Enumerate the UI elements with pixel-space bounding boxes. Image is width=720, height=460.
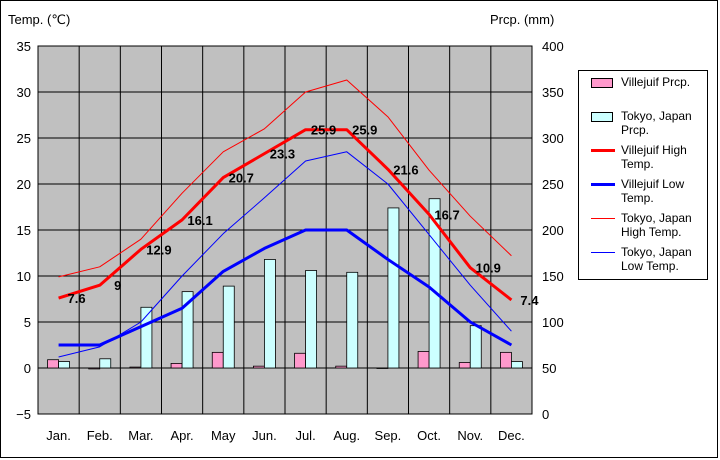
category-label: Jun.	[252, 428, 277, 443]
bar-tokyo-prcp	[222, 285, 235, 369]
legend-label: Tokyo, Japan Low Temp.	[621, 245, 692, 273]
right-tick-label: 50	[542, 361, 556, 376]
left-tick-label: 30	[17, 85, 31, 100]
line-tokyo-japan-low-temp	[58, 151, 512, 358]
bar-villejuif-prcp	[294, 352, 306, 369]
data-label: 7.6	[68, 291, 86, 306]
data-label: 10.9	[476, 261, 501, 276]
legend-swatch	[591, 112, 613, 122]
category-label: Feb.	[87, 428, 113, 443]
right-tick-label: 400	[542, 39, 564, 54]
left-tick-label: 0	[24, 361, 31, 376]
right-tick-label: 100	[542, 315, 564, 330]
bar-villejuif-prcp	[47, 359, 59, 369]
left-tick-label: 5	[24, 315, 31, 330]
category-label: Mar.	[128, 428, 153, 443]
category-label: May	[211, 428, 236, 443]
bar-villejuif-prcp	[335, 365, 348, 369]
legend-swatch	[591, 78, 613, 88]
legend: Villejuif Prcp. Tokyo, Japan Prcp. Ville…	[578, 70, 708, 280]
bar-villejuif-prcp	[417, 351, 430, 369]
category-label: Oct.	[417, 428, 441, 443]
bar-tokyo-prcp	[264, 259, 276, 369]
line-villejuif-low-temp	[58, 228, 513, 347]
bar-villejuif-prcp	[88, 367, 101, 370]
bar-tokyo-prcp	[387, 207, 400, 369]
data-label: 16.1	[187, 213, 212, 228]
bar-tokyo-prcp	[58, 361, 70, 369]
bar-villejuif-prcp	[170, 362, 183, 369]
legend-label: Villejuif Low Temp.	[621, 177, 685, 205]
bar-tokyo-prcp	[305, 270, 317, 369]
data-label: 25.9	[311, 123, 336, 138]
data-label: 7.4	[520, 293, 539, 308]
bar-tokyo-prcp	[99, 358, 112, 369]
category-label: Jul.	[295, 428, 315, 443]
bar-villejuif-prcp	[211, 351, 224, 369]
category-label: Sep.	[375, 428, 402, 443]
data-label: 25.9	[352, 123, 377, 138]
bar-tokyo-prcp	[140, 306, 153, 369]
right-tick-label: 200	[542, 223, 564, 238]
legend-label: Tokyo, Japan Prcp.	[621, 109, 692, 137]
category-label: Aug.	[333, 428, 360, 443]
line-villejuif-high-temp	[58, 128, 513, 302]
left-tick-label: 15	[17, 223, 31, 238]
data-label: 12.9	[146, 242, 171, 257]
data-label: 21.6	[393, 162, 418, 177]
right-tick-label: 350	[542, 85, 564, 100]
left-tick-label: 25	[17, 131, 31, 146]
legend-line	[591, 252, 615, 253]
bar-tokyo-prcp	[511, 361, 523, 369]
category-label: Dec.	[498, 428, 525, 443]
category-label: Jan.	[46, 428, 71, 443]
legend-line	[591, 183, 615, 186]
data-label: 20.7	[229, 171, 254, 186]
bar-tokyo-prcp	[428, 198, 441, 369]
bar-villejuif-prcp	[458, 362, 471, 369]
bar-villejuif-prcp	[376, 367, 389, 369]
legend-label: Tokyo, Japan High Temp.	[621, 211, 692, 239]
left-axis-label: Temp. (℃)	[8, 12, 71, 27]
legend-label: Villejuif Prcp.	[621, 75, 691, 89]
right-axis-label: Prcp. (mm)	[490, 12, 555, 27]
left-tick-label: 20	[17, 177, 31, 192]
left-tick-label: 35	[17, 39, 31, 54]
legend-line	[591, 218, 615, 219]
category-label: Nov.	[457, 428, 483, 443]
data-label: 16.7	[434, 207, 459, 222]
category-label: Apr.	[171, 428, 194, 443]
line-tokyo-japan-high-temp	[58, 79, 512, 278]
data-label: 23.3	[270, 147, 295, 162]
left-tick-label: −5	[16, 407, 31, 422]
bar-tokyo-prcp	[181, 291, 194, 369]
right-tick-label: 300	[542, 131, 564, 146]
left-tick-label: 10	[17, 269, 31, 284]
bar-tokyo-prcp	[469, 325, 482, 369]
legend-label: Villejuif High Temp.	[621, 143, 687, 171]
data-label: 9	[114, 278, 121, 293]
bar-villejuif-prcp	[129, 366, 142, 369]
bar-tokyo-prcp	[346, 271, 359, 369]
right-tick-label: 250	[542, 177, 564, 192]
bar-villejuif-prcp	[500, 351, 512, 369]
bar-villejuif-prcp	[253, 365, 265, 369]
right-tick-label: 0	[542, 407, 549, 422]
right-tick-label: 150	[542, 269, 564, 284]
legend-line	[591, 149, 615, 152]
